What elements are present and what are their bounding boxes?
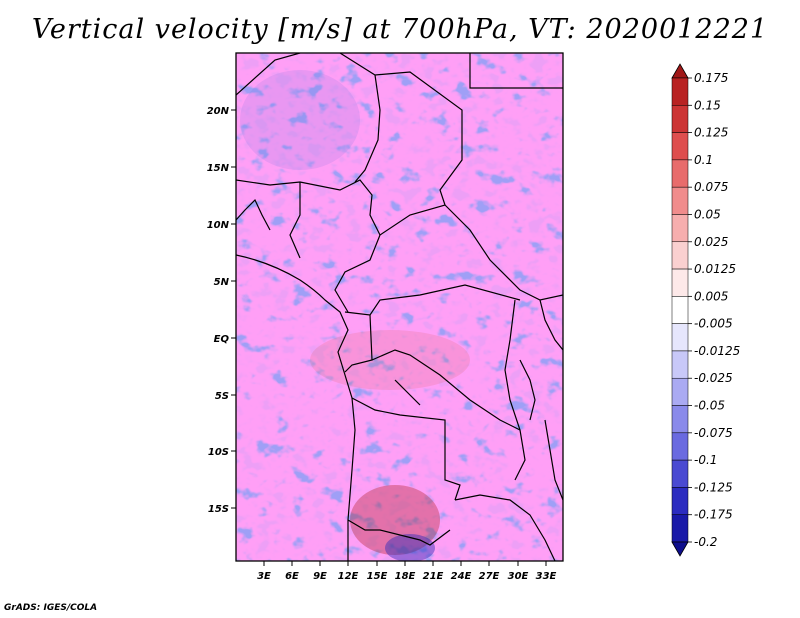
colorbar-swatch [671,214,689,243]
lon-axis [263,561,547,566]
colorbar-swatch [671,159,689,188]
colorbar-swatch [671,323,689,352]
colorbar-label: -0.125 [694,480,733,494]
lon-label: 3E [257,571,271,582]
lat-label: 10S [208,447,229,458]
lat-labels: 20N 15N 10N 5N EQ 5S 10S 15S [207,106,230,515]
colorbar-swatch [671,377,689,406]
lon-label: 15E [367,571,388,582]
colorbar-swatch [671,241,689,270]
colorbar-swatch [671,63,689,79]
lat-label: 10N [207,220,230,231]
colorbar-swatch [671,296,689,324]
colorbar-label: -0.2 [694,535,717,549]
colorbar-swatch [671,186,689,215]
lon-labels: 3E 6E 9E 12E 15E 18E 21E 24E 27E 30E 33E [257,571,556,582]
colorbar-swatch [671,432,689,461]
colorbar-label: 0.075 [694,180,728,194]
colorbar-swatch [671,541,689,557]
colorbar-swatch [671,77,689,106]
lon-label: 33E [536,571,557,582]
lon-label: 24E [451,571,472,582]
colorbar-swatch [671,105,689,133]
lat-label: 20N [207,106,230,117]
colorbar-label: 0.125 [694,126,728,140]
colorbar-swatch [671,268,689,297]
lon-label: 27E [479,571,500,582]
country-boundaries [236,53,563,561]
grads-credit: GrADS: IGES/COLA [4,603,98,613]
lon-label: 21E [423,571,444,582]
colorbar-label: -0.175 [694,508,733,522]
lon-label: 30E [508,571,529,582]
colorbar: 0.175 0.15 0.125 0.1 0.075 0.05 0.025 0.0125 0.0… [671,63,740,557]
colorbar-swatch [671,487,689,515]
lon-label: 18E [395,571,416,582]
colorbar-label: 0.005 [694,289,728,303]
lat-axis [231,109,236,509]
colorbar-label: 0.1 [694,153,713,167]
colorbar-swatch [671,350,689,379]
colorbar-swatch [671,132,689,161]
lon-label: 6E [285,571,299,582]
colorbar-swatch [671,459,689,488]
map-frame [235,52,564,562]
lon-label: 12E [338,571,359,582]
lat-label: EQ [214,334,230,345]
colorbar-label: 0.15 [694,98,721,112]
colorbar-label: -0.1 [694,453,717,467]
colorbar-swatch [671,514,689,543]
velocity-field [236,53,563,561]
colorbar-label: 0.025 [694,235,728,249]
lat-label: 5S [215,391,229,402]
colorbar-swatch [671,405,689,434]
lat-label: 15N [207,163,230,174]
lat-label: 15S [208,504,229,515]
map-title: Vertical velocity [m/s] at 700hPa, VT: 2… [31,14,769,45]
lon-label: 9E [313,571,327,582]
colorbar-label: 0.05 [694,207,721,221]
colorbar-label: 0.175 [694,71,728,85]
colorbar-label: -0.075 [694,426,733,440]
colorbar-label: -0.05 [694,399,725,413]
colorbar-label: -0.005 [694,317,733,331]
colorbar-label: -0.0125 [694,344,740,358]
colorbar-label: -0.025 [694,371,733,385]
colorbar-label: 0.0125 [694,262,736,276]
lat-label: 5N [214,277,230,288]
